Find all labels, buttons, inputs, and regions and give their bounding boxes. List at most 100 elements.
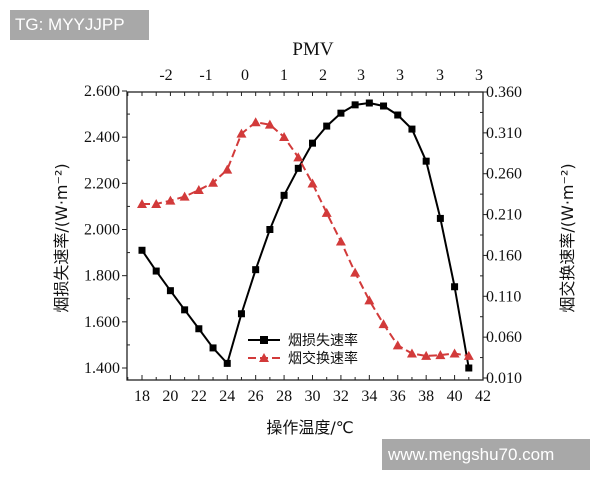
legend-label-exergy-exchange: 烟交换速率 bbox=[288, 350, 358, 367]
data-point-square bbox=[280, 191, 288, 199]
data-point-triangle bbox=[179, 191, 190, 201]
data-point-triangle bbox=[421, 350, 432, 360]
x-tick-label: 28 bbox=[276, 388, 292, 405]
data-point-triangle bbox=[165, 195, 176, 205]
data-point-triangle bbox=[137, 198, 147, 208]
data-point-square bbox=[195, 325, 203, 333]
right-y-axis-ticks: 0.360 0.310 0.260 0.210 0.160 0.110 0.060 0.010 bbox=[480, 84, 522, 387]
data-point-square bbox=[266, 226, 274, 233]
x-tick-label: 40 bbox=[447, 388, 463, 405]
x-tick-label: 34 bbox=[361, 388, 377, 405]
data-point-triangle bbox=[335, 236, 346, 246]
right-y-tick-label: 0.260 bbox=[486, 166, 522, 183]
data-point-square bbox=[465, 364, 473, 372]
data-point-triangle bbox=[222, 164, 233, 174]
x-tick-label: 20 bbox=[162, 388, 178, 405]
left-y-tick-label: 2.400 bbox=[84, 129, 120, 146]
x-tick-label: 32 bbox=[333, 388, 349, 405]
data-point-square bbox=[337, 109, 345, 117]
data-point-square bbox=[323, 122, 331, 130]
data-point-square bbox=[181, 306, 189, 314]
pmv-tick-label: 2 bbox=[319, 67, 327, 84]
right-y-axis-title: 烟交换速率/(W·m⁻²) bbox=[558, 163, 577, 312]
data-point-triangle bbox=[250, 117, 261, 127]
pmv-tick-label: 3 bbox=[436, 67, 444, 84]
data-point-square bbox=[451, 283, 459, 291]
x-tick-label: 24 bbox=[219, 388, 235, 405]
data-point-square bbox=[408, 125, 416, 133]
left-y-tick-label: 1.800 bbox=[84, 268, 120, 285]
data-point-square bbox=[209, 344, 217, 352]
data-point-square bbox=[223, 359, 231, 367]
left-y-axis-title: 烟损失速率/(W·m⁻²) bbox=[52, 163, 71, 312]
right-y-tick-label: 0.360 bbox=[486, 84, 522, 101]
data-point-triangle bbox=[293, 152, 304, 162]
left-y-tick-label: 2.200 bbox=[84, 175, 120, 192]
pmv-tick-label: -2 bbox=[159, 67, 172, 84]
data-point-square bbox=[422, 157, 430, 165]
data-point-triangle bbox=[236, 128, 247, 138]
right-y-tick-label: 0.010 bbox=[486, 370, 522, 387]
x-axis-title: 操作温度/℃ bbox=[266, 418, 353, 437]
right-y-tick-label: 0.210 bbox=[486, 207, 522, 224]
left-y-tick-label: 1.400 bbox=[84, 360, 120, 377]
data-point-triangle bbox=[151, 198, 162, 208]
data-point-square bbox=[166, 287, 174, 295]
data-point-triangle bbox=[435, 350, 446, 360]
data-point-triangle bbox=[364, 295, 375, 305]
data-point-triangle bbox=[193, 185, 204, 195]
data-point-square bbox=[351, 101, 359, 109]
pmv-tick-label: 3 bbox=[396, 67, 404, 84]
data-point-square bbox=[380, 102, 388, 110]
pmv-tick-label: 1 bbox=[280, 67, 288, 84]
data-point-square bbox=[365, 99, 373, 107]
legend: 烟损失速率 烟交换速率 bbox=[248, 332, 358, 367]
right-y-tick-label: 0.310 bbox=[486, 125, 522, 142]
series-exergy-loss bbox=[138, 99, 473, 372]
plot-frame bbox=[126, 91, 484, 381]
pmv-tick-label: 0 bbox=[241, 67, 249, 84]
data-point-triangle bbox=[321, 207, 332, 217]
x-tick-label: 22 bbox=[191, 388, 207, 405]
left-y-tick-label: 2.600 bbox=[84, 83, 120, 100]
data-point-triangle bbox=[378, 319, 389, 329]
x-tick-label: 18 bbox=[134, 388, 150, 405]
x-tick-label: 30 bbox=[305, 388, 321, 405]
data-point-triangle bbox=[279, 131, 290, 141]
data-point-triangle bbox=[350, 267, 361, 277]
data-point-triangle bbox=[463, 350, 474, 360]
left-y-tick-label: 1.600 bbox=[84, 314, 120, 331]
data-point-triangle bbox=[208, 177, 219, 187]
data-point-square bbox=[237, 310, 245, 318]
data-point-square bbox=[138, 246, 146, 254]
data-point-square bbox=[294, 164, 302, 172]
x-tick-label: 38 bbox=[418, 388, 434, 405]
left-y-axis-ticks: 2.600 2.400 2.200 2.000 1.800 1.600 1.400 bbox=[84, 83, 130, 377]
data-point-square bbox=[152, 267, 160, 275]
data-point-triangle bbox=[449, 348, 460, 358]
legend-item-exergy-loss: 烟损失速率 bbox=[248, 332, 358, 349]
pmv-axis-ticks: -2 -1 0 1 2 3 3 3 3 bbox=[127, 67, 484, 96]
pmv-tick-label: 3 bbox=[475, 67, 483, 84]
series-exergy-exchange bbox=[137, 117, 474, 360]
data-point-square bbox=[394, 111, 402, 119]
data-point-triangle bbox=[406, 348, 417, 358]
legend-item-exergy-exchange: 烟交换速率 bbox=[248, 350, 358, 367]
data-point-triangle bbox=[392, 340, 403, 350]
watermark-top: TG: MYYJJPP bbox=[10, 10, 149, 40]
series-layer bbox=[137, 99, 474, 372]
data-point-triangle bbox=[264, 119, 275, 129]
pmv-tick-label: 3 bbox=[357, 67, 365, 84]
data-point-square bbox=[252, 266, 260, 274]
right-y-tick-label: 0.110 bbox=[486, 288, 521, 305]
watermark-bottom: www.mengshu70.com bbox=[382, 439, 590, 470]
x-axis-ticks: 18 20 22 24 26 28 30 32 34 36 38 40 42 bbox=[127, 375, 491, 405]
right-y-tick-label: 0.060 bbox=[486, 329, 522, 346]
pmv-axis-title: PMV bbox=[292, 39, 333, 60]
left-y-tick-label: 2.000 bbox=[84, 222, 120, 239]
legend-label-exergy-loss: 烟损失速率 bbox=[288, 332, 358, 349]
x-tick-label: 26 bbox=[248, 388, 264, 405]
x-tick-label: 42 bbox=[475, 388, 491, 405]
data-point-square bbox=[309, 139, 316, 147]
